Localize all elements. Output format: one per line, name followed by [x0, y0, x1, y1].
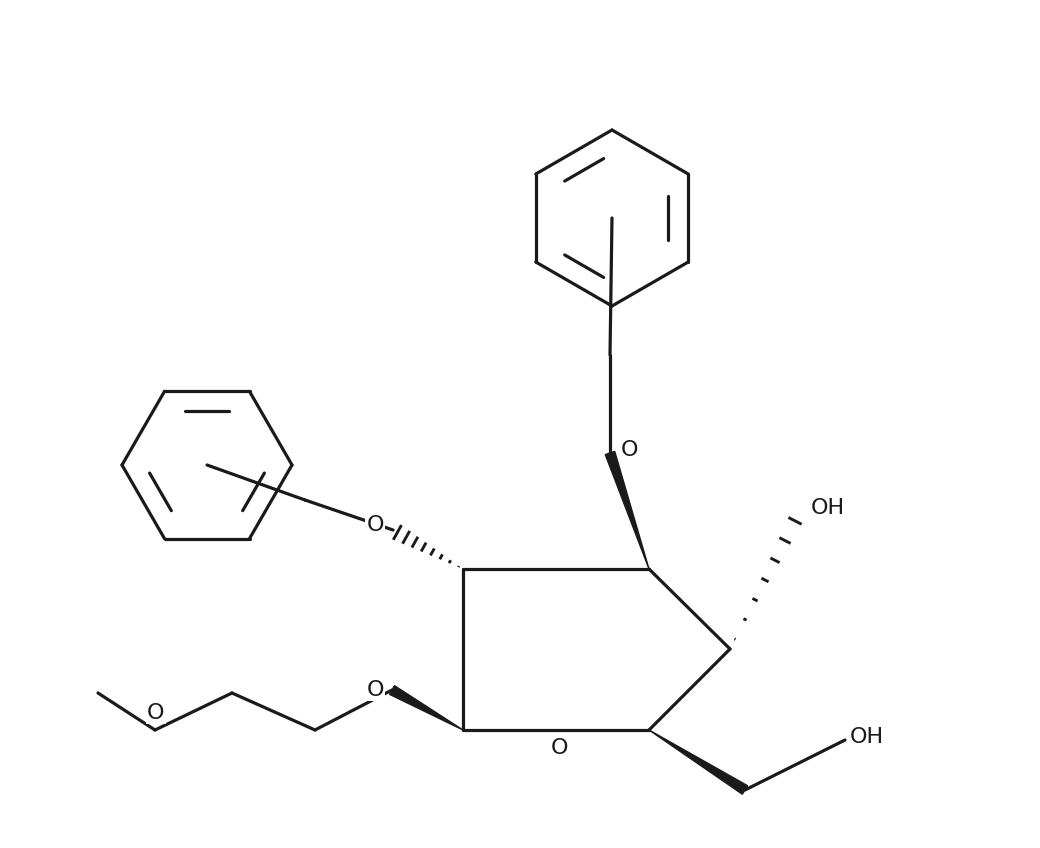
Text: OH: OH: [811, 498, 846, 518]
Text: O: O: [550, 738, 568, 758]
Text: O: O: [366, 680, 384, 700]
Text: O: O: [366, 515, 384, 535]
Text: OH: OH: [850, 727, 884, 747]
Polygon shape: [605, 451, 649, 569]
Text: O: O: [621, 440, 639, 460]
Polygon shape: [390, 686, 463, 730]
Text: O: O: [148, 703, 164, 723]
Polygon shape: [649, 730, 748, 795]
